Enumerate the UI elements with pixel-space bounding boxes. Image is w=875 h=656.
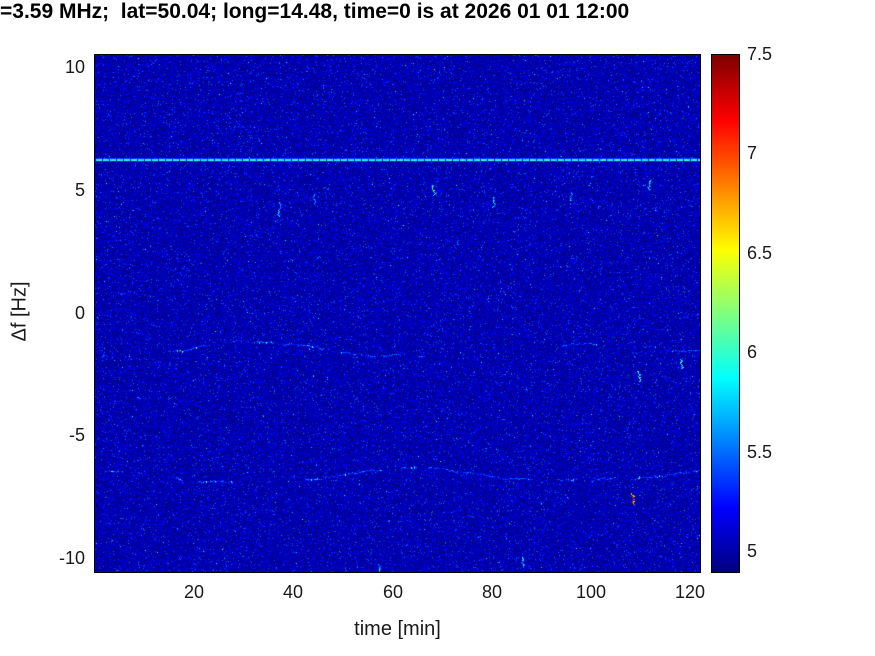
x-tick-label: 20 xyxy=(183,582,205,602)
colorbar-tick-label: 5 xyxy=(747,541,758,562)
x-tick-label: 40 xyxy=(282,582,304,602)
chart-title: =3.59 MHz; lat=50.04; long=14.48, time=0… xyxy=(0,0,630,23)
x-tick-label: 60 xyxy=(382,582,404,602)
x-tick-label: 80 xyxy=(481,582,503,602)
y-tick-label: 5 xyxy=(74,180,85,200)
x-tick-label: 120 xyxy=(674,582,706,602)
y-tick-label: -5 xyxy=(68,425,85,445)
colorbar-tick-label: 6 xyxy=(747,342,758,363)
y-tick-label: 0 xyxy=(74,303,85,323)
colorbar-tick-label: 5.5 xyxy=(747,441,773,462)
x-tick-label: 100 xyxy=(575,582,607,602)
y-tick-label: -10 xyxy=(58,548,85,568)
y-tick-label: 10 xyxy=(64,57,85,77)
colorbar-tick-label: 7.5 xyxy=(747,44,773,64)
colorbar xyxy=(711,54,740,573)
colorbar-tick-label: 6.5 xyxy=(747,242,773,263)
heatmap-canvas xyxy=(94,54,701,573)
colorbar-tick-label: 7 xyxy=(747,143,758,164)
x-axis-label: time [min] xyxy=(354,618,441,640)
